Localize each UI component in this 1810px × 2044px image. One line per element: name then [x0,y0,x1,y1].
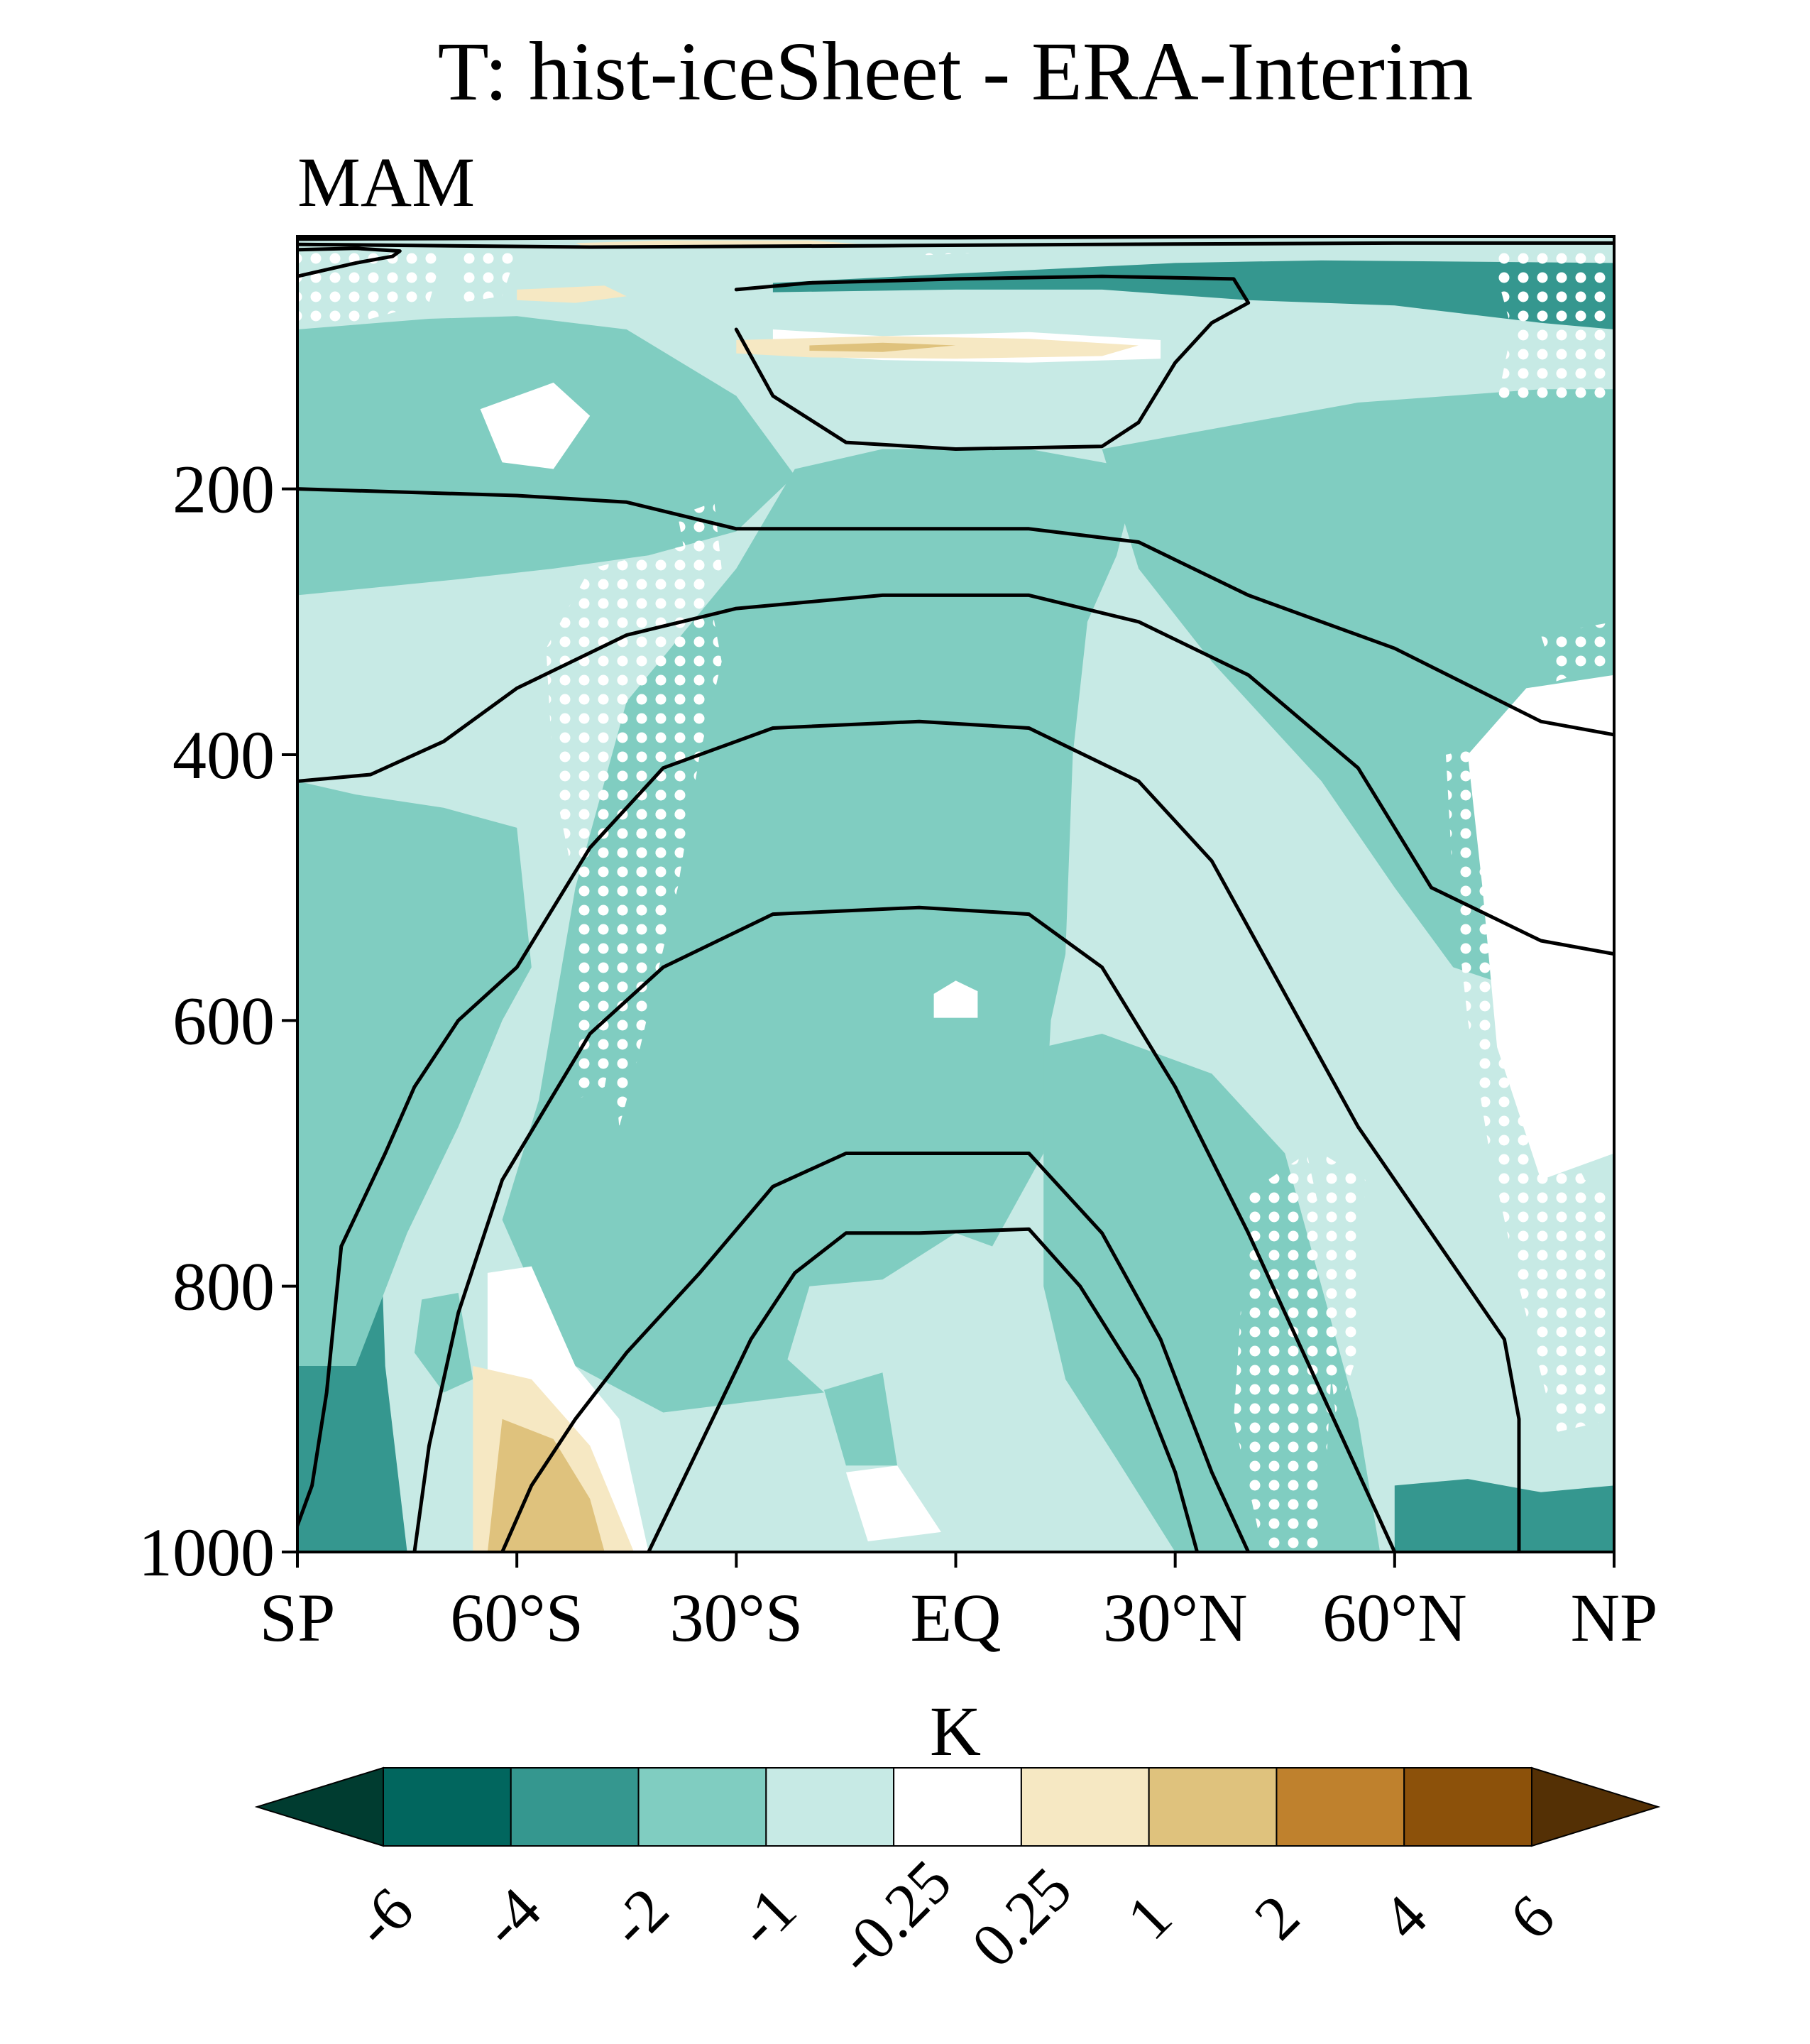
colorbar-tick-label-3: -1 [724,1875,809,1960]
x-tick-label-5: 60°N [1322,1580,1467,1656]
colorbar-swatch-6 [1148,1767,1278,1847]
y-tick-label-1000: 1000 [138,1514,275,1590]
colorbar-tick-label-8: 4 [1369,1882,1440,1953]
y-tick-label-200: 200 [172,452,275,528]
colorbar-swatch-8 [1403,1767,1532,1847]
contour-line-7 [734,274,1251,451]
x-axis: SP 60°S 30°S EQ 30°N 60°N NP [260,1552,1658,1656]
colorbar: -6 -4 -2 -1 -0.250.25 1 2 4 6 [254,1766,1661,1988]
y-tick-label-600: 600 [172,983,275,1059]
shaded-region-6 [1394,1479,1614,1552]
contour-line-0 [297,487,1614,737]
contour-line-3 [412,905,1397,1552]
colorbar-swatch-7 [1276,1767,1405,1847]
colorbar-tick-label-0: -6 [341,1875,427,1960]
y-axis: 200 400 600 800 1000 [138,452,297,1590]
contour-line-5 [647,1227,1200,1552]
y-tick-label-400: 400 [172,717,275,793]
shaded-region-25 [809,342,956,352]
colorbar-label: K [930,1692,981,1771]
climatology-contours [297,236,1614,1552]
colorbar-extend-low [254,1766,384,1847]
colorbar-tick-label-6: 1 [1114,1882,1185,1953]
stipple-area-9 [1321,1153,1366,1419]
colorbar-tick-label-9: 6 [1497,1882,1568,1953]
shaded-region-16 [480,382,591,469]
shaded-region-14 [824,1372,898,1466]
stipple-area-7 [1540,621,1614,682]
shaded-region-20 [845,1465,941,1541]
colorbar-tick-label-2: -2 [596,1875,681,1960]
contour-line-4 [500,1152,1251,1552]
colorbar-swatch-4 [893,1767,1022,1847]
colorbar-tick-label-7: 2 [1242,1882,1313,1953]
colorbar-swatch-5 [1020,1767,1150,1847]
contour-line-6 [297,246,402,278]
stipple-area-1 [458,249,517,303]
x-tick-label-1: 60°S [450,1580,583,1656]
colorbar-extend-high [1531,1766,1661,1847]
colorbar-tick-label-4: -0.25 [824,1847,965,1988]
stipple-area-10 [1489,249,1614,403]
x-tick-label-4: 30°N [1103,1580,1248,1656]
shaded-region-12 [297,781,532,1366]
y-tick-label-800: 800 [172,1249,275,1325]
shaded-region-21 [517,285,627,303]
stipple-area-3 [604,755,700,1127]
shaded-region-18 [933,980,978,1018]
contour-line-2 [297,719,1521,1552]
x-tick-label-0: SP [260,1580,336,1656]
x-tick-label-3: EQ [911,1580,1002,1656]
stipple-area-2 [546,542,722,1100]
colorbar-swatch-1 [510,1767,640,1847]
stipple-area-5 [911,247,992,256]
colorbar-tick-label-1: -4 [469,1875,554,1960]
chart-title: T: hist-iceSheet - ERA-Interim [438,25,1474,118]
chart-subtitle: MAM [297,143,475,222]
contour-line-1 [297,593,1614,956]
x-tick-label-2: 30°S [669,1580,803,1656]
shaded-fields [297,240,1614,1552]
contour-line-9 [297,241,1614,249]
colorbar-swatch-2 [637,1767,767,1847]
colorbar-swatch-0 [383,1767,512,1847]
x-tick-label-6: NP [1571,1580,1658,1656]
stipple-area-4 [677,502,722,596]
shaded-region-22 [736,336,1139,359]
colorbar-tick-label-5: 0.25 [959,1854,1085,1980]
colorbar-swatch-3 [765,1767,895,1847]
